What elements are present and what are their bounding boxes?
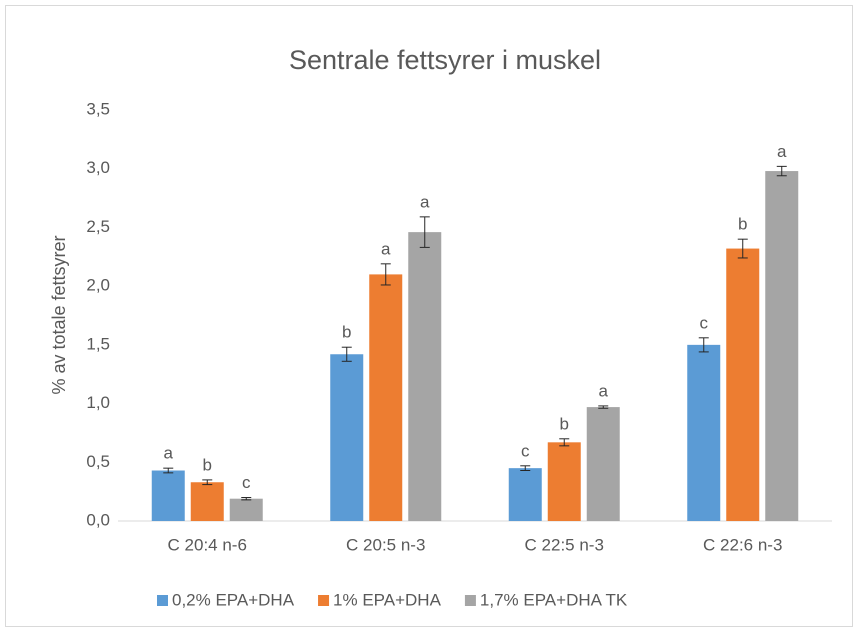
significance-label: b bbox=[738, 215, 747, 234]
significance-label: a bbox=[599, 381, 609, 400]
significance-label: c bbox=[242, 473, 251, 492]
y-tick-label: 3,0 bbox=[86, 158, 110, 177]
legend-swatch bbox=[318, 595, 330, 606]
significance-label: a bbox=[164, 444, 174, 463]
significance-label: b bbox=[560, 414, 569, 433]
x-tick-label: C 20:5 n-3 bbox=[346, 535, 425, 554]
bar bbox=[330, 354, 364, 521]
legend-label: 1,7% EPA+DHA TK bbox=[480, 590, 628, 609]
y-tick-label: 1,5 bbox=[86, 334, 110, 353]
x-tick-label: C 20:4 n-6 bbox=[168, 535, 247, 554]
significance-label: c bbox=[521, 441, 530, 460]
bar bbox=[726, 248, 760, 521]
bar bbox=[190, 482, 224, 521]
significance-label: a bbox=[420, 192, 430, 211]
y-tick-label: 3,5 bbox=[86, 99, 110, 118]
significance-label: b bbox=[342, 323, 351, 342]
x-tick-label: C 22:6 n-3 bbox=[703, 535, 782, 554]
y-tick-label: 2,0 bbox=[86, 276, 110, 295]
y-tick-label: 1,0 bbox=[86, 393, 110, 412]
y-tick-label: 2,5 bbox=[86, 217, 110, 236]
bar bbox=[586, 407, 620, 521]
bar bbox=[687, 344, 721, 521]
significance-label: a bbox=[777, 142, 787, 161]
bar bbox=[508, 468, 542, 521]
legend-label: 1% EPA+DHA bbox=[333, 590, 442, 609]
significance-label: a bbox=[381, 239, 391, 258]
bar bbox=[547, 442, 581, 521]
bar bbox=[229, 498, 263, 521]
y-tick-label: 0,0 bbox=[86, 510, 110, 529]
bar bbox=[151, 470, 185, 521]
y-axis-label: % av totale fettsyrer bbox=[49, 235, 69, 394]
legend-swatch bbox=[157, 595, 168, 606]
chart-title: Sentrale fettsyrer i muskel bbox=[289, 45, 601, 75]
bar bbox=[408, 232, 442, 521]
bar bbox=[765, 171, 799, 521]
significance-label: c bbox=[700, 313, 709, 332]
significance-label: b bbox=[203, 455, 212, 474]
legend-label: 0,2% EPA+DHA bbox=[172, 590, 295, 609]
y-tick-label: 0,5 bbox=[86, 452, 110, 471]
x-tick-label: C 22:5 n-3 bbox=[525, 535, 604, 554]
bar bbox=[369, 274, 403, 521]
legend-swatch bbox=[464, 595, 476, 606]
